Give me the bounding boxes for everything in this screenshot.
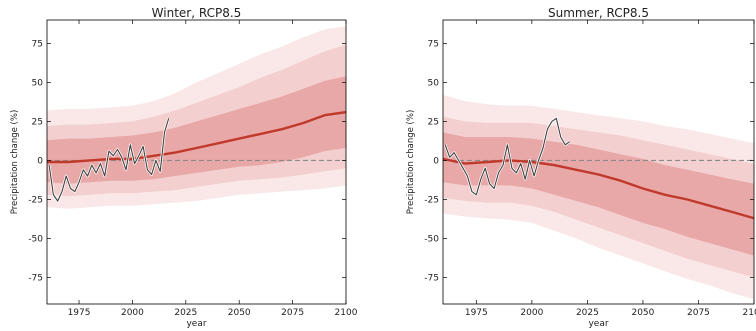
y-tick-label: -75 xyxy=(424,273,439,283)
x-tick-label: 1975 xyxy=(465,308,488,318)
median-projection-line xyxy=(443,157,754,220)
x-tick-label: 2075 xyxy=(281,308,304,318)
x-tick-label: 2100 xyxy=(743,308,756,318)
x-axis-label: year xyxy=(588,319,608,329)
x-tick-label: 2000 xyxy=(121,308,144,318)
y-tick-label: 25 xyxy=(32,117,43,127)
y-tick-label: 0 xyxy=(433,156,439,166)
plot-area xyxy=(443,20,754,304)
y-tick-label: 75 xyxy=(428,39,439,49)
y-tick-label: 75 xyxy=(32,39,43,49)
y-tick-label: -25 xyxy=(28,195,43,205)
x-tick-label: 2100 xyxy=(335,308,358,318)
y-axis-label: Precipitation change (%) xyxy=(406,110,416,215)
x-tick-label: 2050 xyxy=(631,308,654,318)
chart-title-winter: Winter, RCP8.5 xyxy=(152,6,242,20)
x-tick-label: 1975 xyxy=(68,308,91,318)
y-tick-label: -50 xyxy=(424,234,439,244)
x-tick-label: 2025 xyxy=(576,308,599,318)
y-tick-label: -75 xyxy=(28,273,43,283)
plot-frame xyxy=(442,19,755,305)
y-tick-label: 50 xyxy=(32,78,44,88)
plot-frame xyxy=(46,19,347,305)
x-axis-label: year xyxy=(186,319,206,329)
chart-title-summer: Summer, RCP8.5 xyxy=(548,6,649,20)
plot-area xyxy=(47,20,346,304)
y-tick-label: 50 xyxy=(428,78,440,88)
y-tick-label: -25 xyxy=(424,195,439,205)
chart-panel-summer: 1975 2000 2025 2050 2075 2100 -75 -50 -25 0 25 50 75… xyxy=(406,6,756,329)
x-tick-label: 2025 xyxy=(174,308,197,318)
chart-panel-winter: 1975 2000 2025 2050 2075 2100 -75 -50 -25 0 25 50 75… xyxy=(10,6,358,329)
x-tick-label: 2075 xyxy=(687,308,710,318)
y-tick-label: 0 xyxy=(37,156,43,166)
y-tick-label: -50 xyxy=(28,234,43,244)
observed-line xyxy=(48,118,170,202)
median-projection-line xyxy=(47,110,346,164)
observed-line xyxy=(444,117,570,196)
x-tick-label: 2050 xyxy=(228,308,251,318)
x-tick-label: 2000 xyxy=(520,308,543,318)
y-axis-label: Precipitation change (%) xyxy=(10,110,20,215)
y-tick-label: 25 xyxy=(428,117,439,127)
